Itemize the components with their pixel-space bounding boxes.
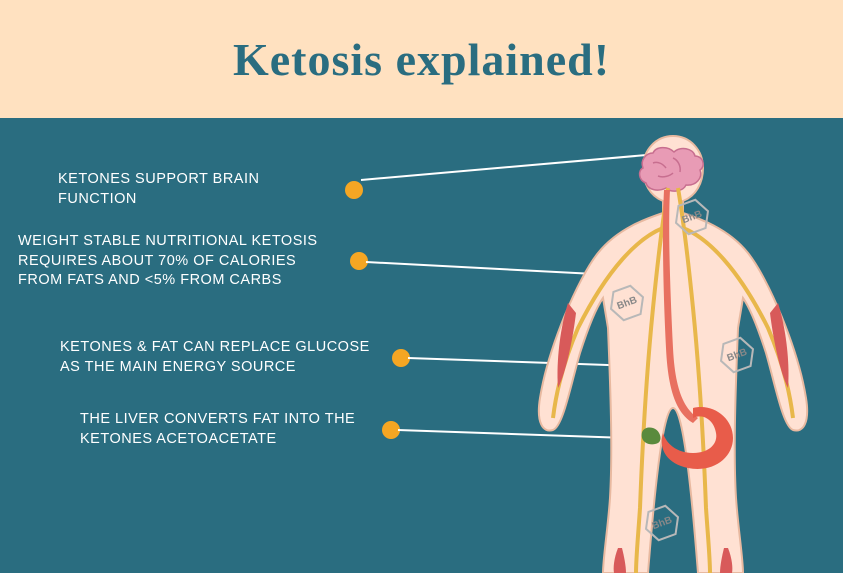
human-body-figure: BhB BhB BhB BhB: [518, 128, 828, 573]
callout-dot-icon: [345, 181, 363, 199]
main-diagram-area: KETONES SUPPORT BRAIN FUNCTION WEIGHT STA…: [0, 118, 843, 573]
callout-text: WEIGHT STABLE NUTRITIONAL KETOSIS REQUIR…: [18, 232, 332, 291]
callout-3: KETONES & FAT CAN REPLACE GLUCOSE AS THE…: [60, 338, 410, 377]
page-title: Ketosis explained!: [233, 33, 610, 86]
callout-text: KETONES & FAT CAN REPLACE GLUCOSE AS THE…: [60, 338, 374, 377]
callout-2: WEIGHT STABLE NUTRITIONAL KETOSIS REQUIR…: [18, 232, 368, 291]
brain-icon: [640, 148, 704, 192]
callout-text: THE LIVER CONVERTS FAT INTO THE KETONES …: [80, 410, 364, 449]
header-banner: Ketosis explained!: [0, 0, 843, 118]
callout-text: KETONES SUPPORT BRAIN FUNCTION: [58, 170, 327, 209]
callout-1: KETONES SUPPORT BRAIN FUNCTION: [58, 170, 363, 209]
callout-4: THE LIVER CONVERTS FAT INTO THE KETONES …: [80, 410, 400, 449]
